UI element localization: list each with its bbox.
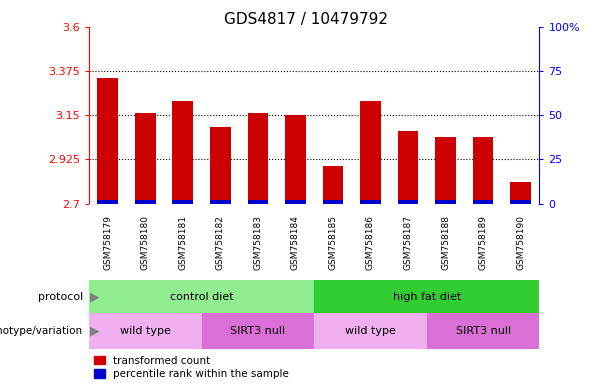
Text: genotype/variation: genotype/variation: [0, 326, 83, 336]
Bar: [511, 182, 531, 204]
Text: GSM758182: GSM758182: [216, 215, 225, 270]
Bar: [322, 166, 343, 204]
Text: GSM758186: GSM758186: [366, 215, 375, 270]
Bar: [398, 131, 418, 204]
Text: GSM758187: GSM758187: [403, 215, 413, 270]
Text: wild type: wild type: [120, 326, 170, 336]
Bar: [89, 280, 314, 313]
Text: GSM758188: GSM758188: [441, 215, 450, 270]
Text: ▶: ▶: [90, 325, 100, 338]
Text: GSM758185: GSM758185: [329, 215, 337, 270]
Text: GSM758189: GSM758189: [479, 215, 487, 270]
Text: GDS4817 / 10479792: GDS4817 / 10479792: [224, 12, 389, 26]
Bar: [248, 113, 268, 204]
Text: high fat diet: high fat diet: [393, 291, 461, 302]
Bar: [511, 200, 531, 204]
Bar: [314, 313, 427, 349]
Text: SIRT3 null: SIRT3 null: [230, 326, 286, 336]
Text: protocol: protocol: [37, 291, 83, 302]
Bar: [360, 200, 381, 204]
Bar: [473, 200, 493, 204]
Bar: [97, 78, 118, 204]
Text: control diet: control diet: [170, 291, 234, 302]
Bar: [435, 137, 456, 204]
Bar: [322, 200, 343, 204]
Bar: [473, 137, 493, 204]
Bar: [435, 200, 456, 204]
Text: SIRT3 null: SIRT3 null: [455, 326, 511, 336]
Bar: [210, 200, 230, 204]
Bar: [398, 200, 418, 204]
Text: GSM758181: GSM758181: [178, 215, 187, 270]
Bar: [314, 280, 539, 313]
Bar: [135, 200, 156, 204]
Text: ▶: ▶: [90, 290, 100, 303]
Text: GSM758184: GSM758184: [291, 215, 300, 270]
Legend: transformed count, percentile rank within the sample: transformed count, percentile rank withi…: [94, 356, 289, 379]
Text: GSM758180: GSM758180: [141, 215, 150, 270]
Bar: [172, 101, 193, 204]
Bar: [202, 313, 314, 349]
Bar: [285, 115, 306, 204]
Text: GSM758179: GSM758179: [103, 215, 112, 270]
Bar: [135, 113, 156, 204]
Bar: [248, 200, 268, 204]
Bar: [285, 200, 306, 204]
Bar: [89, 313, 202, 349]
Bar: [97, 200, 118, 204]
Bar: [427, 313, 539, 349]
Bar: [172, 200, 193, 204]
Bar: [360, 101, 381, 204]
Text: GSM758190: GSM758190: [516, 215, 525, 270]
Text: wild type: wild type: [345, 326, 396, 336]
Text: GSM758183: GSM758183: [253, 215, 262, 270]
Bar: [210, 127, 230, 204]
